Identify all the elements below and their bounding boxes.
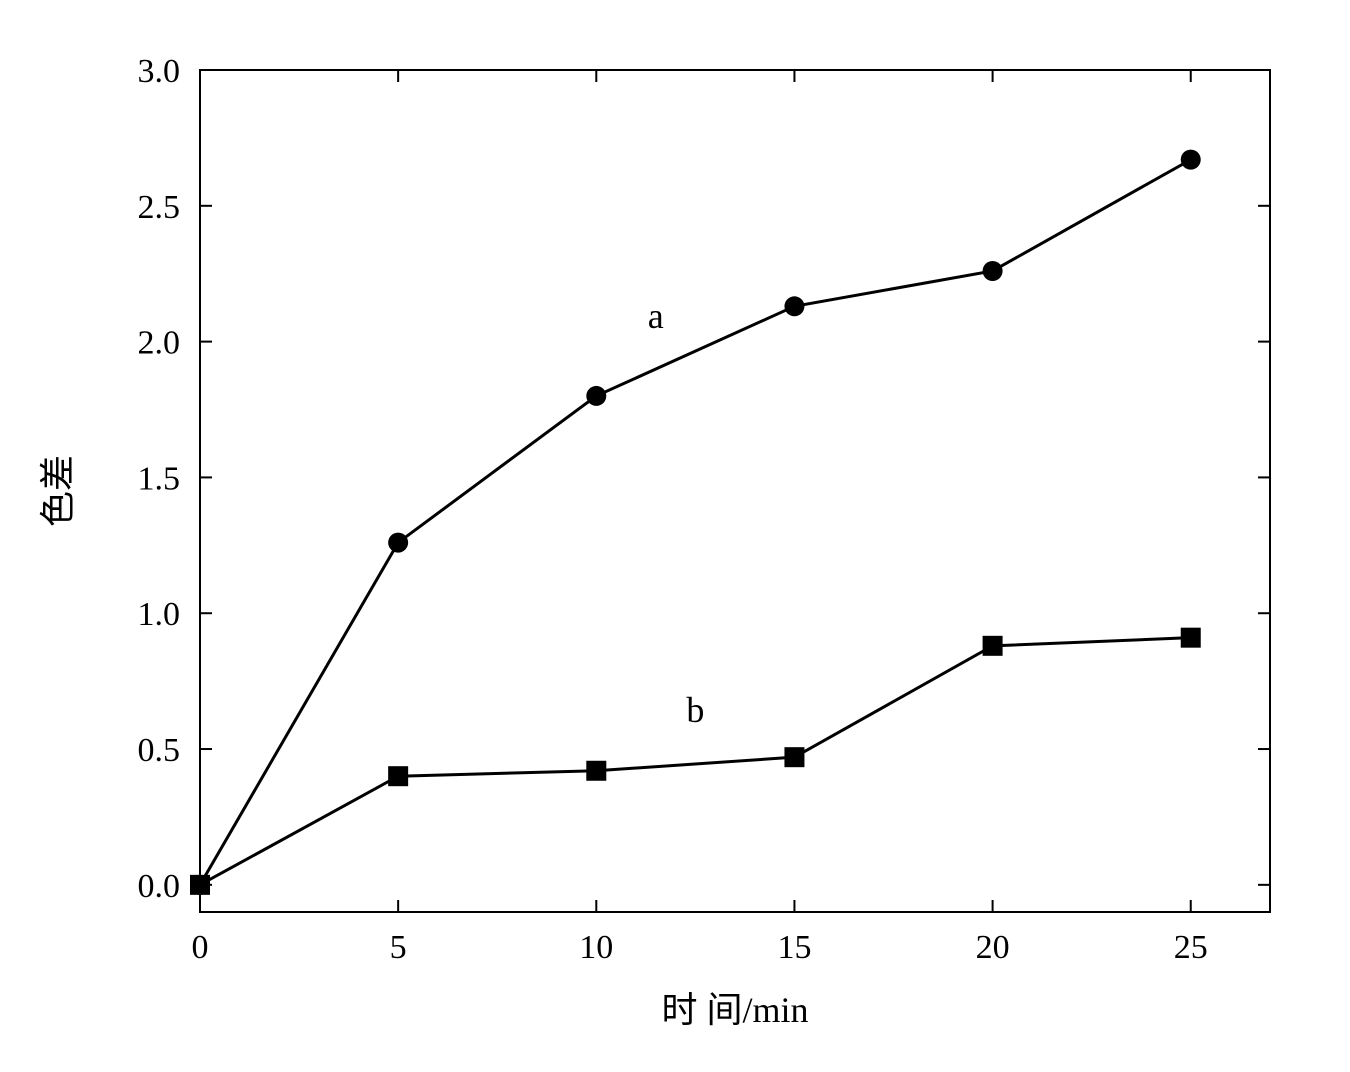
- x-tick-label: 0: [192, 929, 209, 966]
- x-tick-label: 10: [579, 929, 613, 966]
- series-marker-b: [983, 636, 1003, 656]
- y-tick-label: 2.5: [138, 189, 181, 226]
- series-label-b: b: [686, 690, 704, 730]
- series-marker-b: [388, 766, 408, 786]
- y-tick-label: 1.0: [138, 596, 181, 633]
- x-tick-label: 25: [1174, 929, 1208, 966]
- series-marker-a: [1181, 150, 1201, 170]
- series-marker-a: [586, 386, 606, 406]
- chart-svg: 0 5 10 15 20 25 0.0 0.5 1.0 1.5 2.0 2.5 3.0 时 间/min 色差…: [0, 0, 1350, 1072]
- y-axis-label: 色差: [38, 455, 78, 527]
- series-marker-a: [983, 261, 1003, 281]
- series-marker-a: [784, 296, 804, 316]
- y-tick-label: 3.0: [138, 53, 181, 90]
- line-chart: 0 5 10 15 20 25 0.0 0.5 1.0 1.5 2.0 2.5 3.0 时 间/min 色差…: [0, 0, 1350, 1072]
- y-tick-label: 0.0: [138, 868, 181, 905]
- series-label-a: a: [648, 296, 664, 336]
- x-tick-label: 20: [976, 929, 1010, 966]
- x-tick-label: 15: [777, 929, 811, 966]
- y-tick-label: 2.0: [138, 325, 181, 362]
- x-tick-label: 5: [390, 929, 407, 966]
- series-marker-b: [586, 761, 606, 781]
- series-marker-b: [190, 875, 210, 895]
- series-marker-b: [1181, 628, 1201, 648]
- y-tick-label: 1.5: [138, 460, 181, 497]
- y-tick-label: 0.5: [138, 732, 181, 769]
- series-marker-b: [784, 747, 804, 767]
- series-marker-a: [388, 533, 408, 553]
- x-axis-label: 时 间/min: [661, 990, 808, 1030]
